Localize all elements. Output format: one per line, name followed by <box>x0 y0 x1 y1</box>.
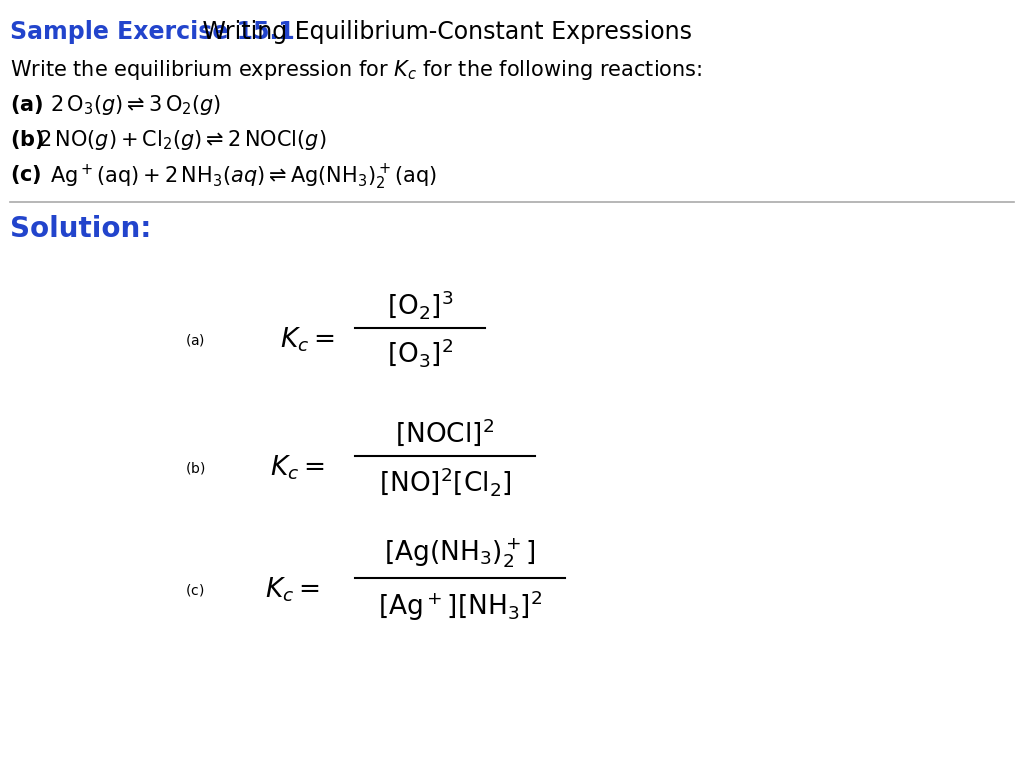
Text: $2\,\mathrm{O_3}(g) \rightleftharpoons 3\,\mathrm{O_2}(g)$: $2\,\mathrm{O_3}(g) \rightleftharpoons 3… <box>50 93 221 117</box>
Text: $\mathrm{(a)}$: $\mathrm{(a)}$ <box>185 332 205 348</box>
Text: $K_c =$: $K_c =$ <box>265 576 319 604</box>
Text: $[\mathrm{Ag(NH_3)_2^+}]$: $[\mathrm{Ag(NH_3)_2^+}]$ <box>384 536 536 570</box>
Text: $K_c =$: $K_c =$ <box>280 326 335 354</box>
Text: Writing Equilibrium-Constant Expressions: Writing Equilibrium-Constant Expressions <box>195 20 692 44</box>
Text: $\mathrm{Ag^+(aq)} + 2\,\mathrm{NH_3}(aq) \rightleftharpoons \mathrm{Ag(NH_3)_2^: $\mathrm{Ag^+(aq)} + 2\,\mathrm{NH_3}(aq… <box>50 163 437 192</box>
Text: $2\,\mathrm{NO}(g) + \mathrm{Cl_2}(g) \rightleftharpoons 2\,\mathrm{NOCl}(g)$: $2\,\mathrm{NO}(g) + \mathrm{Cl_2}(g) \r… <box>38 128 327 152</box>
Text: $\mathrm{(b)}$: $\mathrm{(b)}$ <box>184 460 205 476</box>
Text: $[\mathrm{NO}]^2[\mathrm{Cl_2}]$: $[\mathrm{NO}]^2[\mathrm{Cl_2}]$ <box>379 465 511 498</box>
Text: $[\mathrm{Ag^+}][\mathrm{NH_3}]^2$: $[\mathrm{Ag^+}][\mathrm{NH_3}]^2$ <box>378 589 542 624</box>
Text: Sample Exercise 15.1: Sample Exercise 15.1 <box>10 20 295 44</box>
Text: $\mathbf{(c)}$: $\mathbf{(c)}$ <box>10 163 42 186</box>
Text: Solution:: Solution: <box>10 215 152 243</box>
Text: $[\mathrm{NOCl}]^2$: $[\mathrm{NOCl}]^2$ <box>395 416 495 448</box>
Text: $[\mathrm{O_2}]^3$: $[\mathrm{O_2}]^3$ <box>387 289 454 321</box>
Text: $\mathbf{(a)}$: $\mathbf{(a)}$ <box>10 93 43 116</box>
Text: $\mathbf{(b)}$: $\mathbf{(b)}$ <box>10 128 44 151</box>
Text: $[\mathrm{O_3}]^2$: $[\mathrm{O_3}]^2$ <box>387 336 454 369</box>
Text: $\mathrm{(c)}$: $\mathrm{(c)}$ <box>185 582 205 598</box>
Text: $K_c =$: $K_c =$ <box>270 454 325 482</box>
Text: Write the equilibrium expression for $K_c$ for the following reactions:: Write the equilibrium expression for $K_… <box>10 58 702 82</box>
